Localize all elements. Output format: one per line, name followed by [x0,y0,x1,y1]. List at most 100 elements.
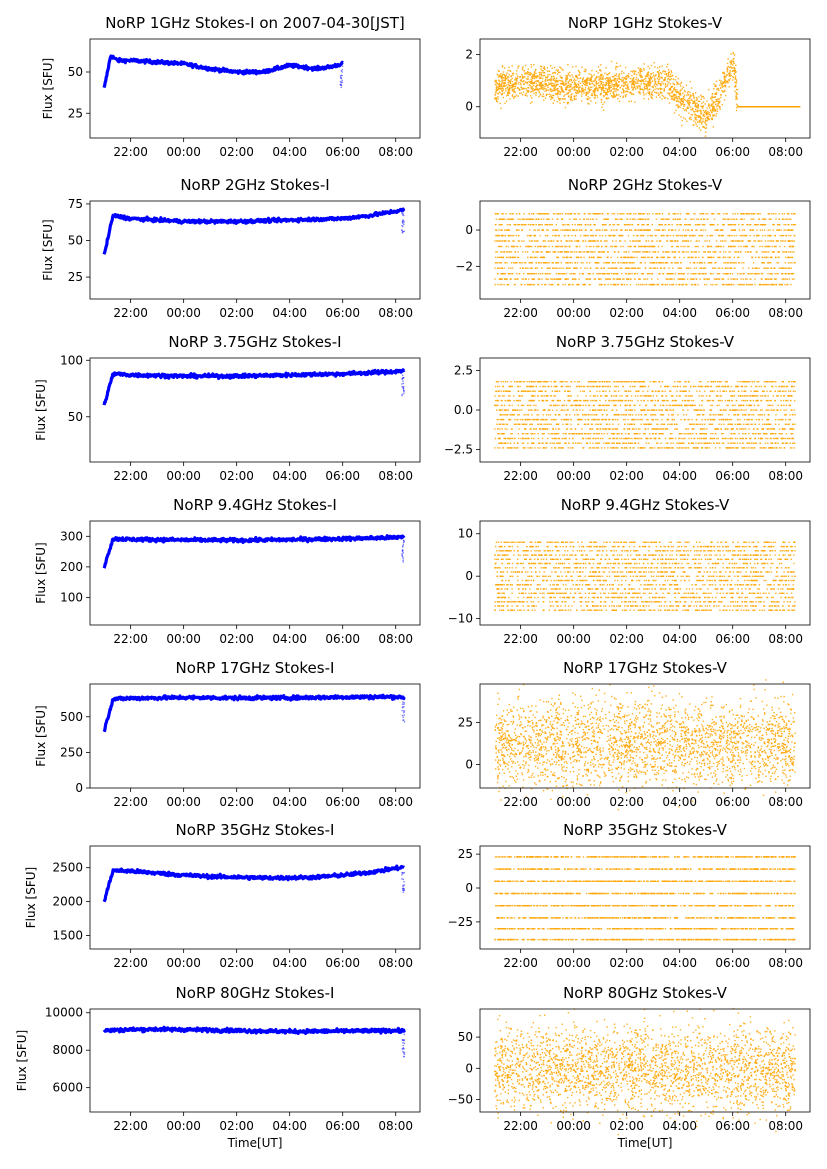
data-point [714,92,716,95]
data-point [641,88,643,90]
data-point [630,245,632,248]
data-point [623,84,625,86]
data-point [633,251,636,253]
data-point [731,283,733,286]
data-point [759,240,761,242]
data-point [650,256,653,259]
data-point [648,218,650,220]
data-point [557,262,560,264]
data-point [558,278,560,280]
data-point [572,229,575,231]
data-point [696,106,698,109]
data-point [653,283,656,286]
data-point [616,256,619,259]
data-point [598,273,601,275]
data-point [587,93,589,95]
data-point [594,251,596,253]
data-point [578,213,581,215]
data-point [781,251,784,253]
data-point [768,234,771,237]
data-point [523,213,525,215]
data-point [608,88,610,91]
data-point [514,79,516,81]
data-point [673,84,676,86]
data-point [638,92,641,94]
data-point [652,89,655,91]
data-point [657,94,660,96]
data-point [513,85,515,88]
data-point [705,127,708,129]
data-point [497,283,499,286]
data-point [340,77,343,79]
data-point [731,273,734,275]
data-point [525,245,527,248]
data-point [544,240,546,242]
data-point [715,240,718,242]
data-point [738,245,740,248]
data-point [609,80,612,82]
data-point [537,283,539,286]
data-point [643,80,645,83]
data-point [516,75,519,78]
subplot-title: NoRP 1GHz Stokes-I on 2007-04-30[JST] [105,14,405,32]
data-point [571,234,573,237]
data-point [654,80,656,82]
data-point [738,262,741,264]
data-point [695,123,697,126]
data-point [622,256,625,259]
data-point [621,213,623,215]
data-point [746,278,748,280]
data-point [767,256,769,259]
data-point [545,83,547,85]
data-point [585,82,587,85]
data-point [544,213,546,215]
data-point [699,116,701,118]
data-point [610,80,613,82]
data-point [580,88,583,90]
data-point [556,240,558,242]
data-point [625,278,628,280]
data-point [607,283,609,286]
data-point [761,273,764,275]
data-point [593,89,595,92]
data-point [555,273,558,275]
data-point [661,76,663,79]
data-point [635,251,637,253]
data-point [723,71,725,74]
data-point [510,75,512,77]
data-point [543,213,545,215]
data-point [575,240,578,242]
data-point [531,86,534,88]
data-point [767,240,769,242]
data-point [641,218,644,220]
data-point [585,93,587,96]
data-point [555,81,557,84]
data-point [602,77,604,79]
data-point [695,273,697,275]
data-point [598,84,600,87]
data-point [732,62,734,64]
data-point [607,81,610,83]
data-point [617,213,619,215]
data-point [791,229,793,231]
data-point [678,251,680,253]
data-point [552,89,554,92]
data-point [559,93,561,96]
data-point [578,70,580,73]
data-point [638,278,640,280]
data-point [787,262,790,264]
data-point [743,283,745,286]
data-point [540,88,542,90]
data-point [604,224,606,226]
data-point [341,69,344,71]
data-point [694,251,696,253]
data-point [712,96,715,99]
data-point [772,106,774,108]
data-point [716,278,719,280]
data-point [641,70,643,72]
data-point [574,251,576,253]
data-point [733,245,735,248]
data-point [673,94,675,96]
data-point [521,94,524,96]
data-point [559,75,561,77]
